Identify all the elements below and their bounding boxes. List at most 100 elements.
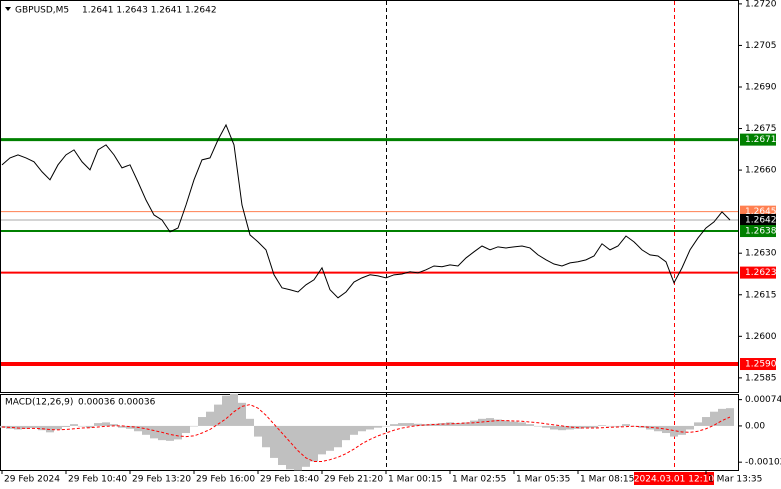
macd-bar [302, 425, 310, 467]
macd-bar [670, 425, 678, 437]
macd-bar [62, 425, 70, 427]
y-tick-label: 1.2600 [745, 332, 777, 342]
macd-bar [310, 425, 318, 462]
macd-bar [358, 425, 366, 432]
macd-bar [390, 424, 398, 426]
macd-bar [102, 422, 110, 426]
macd-bar [182, 425, 190, 434]
macd-bar [502, 420, 510, 426]
macd-bar [558, 425, 566, 431]
level-label: 1.2645 [745, 207, 777, 217]
macd-bar [94, 423, 102, 426]
level-label-bg [740, 266, 776, 279]
macd-bar [110, 424, 118, 426]
macd-bar [118, 425, 126, 428]
macd-bar [286, 425, 294, 470]
macd-bar [462, 422, 470, 426]
macd-bar [54, 425, 62, 430]
level-label-bg [740, 225, 776, 238]
macd-bar [342, 425, 350, 441]
x-tick-label: 1 Mar 08:15 [580, 475, 634, 485]
cursor-label-bg [634, 472, 714, 485]
macd-bar [694, 422, 702, 426]
symbol: GBPUSD,M5 [15, 6, 69, 16]
macd-bar [622, 424, 630, 426]
x-tick-label: 2024.03.01 12:10 [634, 475, 715, 485]
macd-bar [614, 425, 622, 427]
macd-bar [198, 417, 206, 426]
level-label: 1.2642 [745, 215, 777, 225]
x-tick-label: 29 Feb 2024 [4, 475, 60, 485]
macd-bar [294, 425, 302, 471]
macd-bar [86, 425, 94, 428]
macd-bar [374, 425, 382, 428]
signal-line [1, 404, 731, 462]
macd-bar [22, 425, 30, 429]
macd-bar [70, 424, 78, 426]
macd-bar [382, 425, 390, 427]
level-label-bg [740, 213, 776, 226]
macd-bar [318, 425, 326, 455]
macd-bar [486, 418, 494, 426]
level-label: 1.2623 [745, 268, 777, 278]
x-tick-label: 29 Feb 16:00 [196, 475, 255, 485]
macd-bar [550, 425, 558, 430]
macd-title: MACD(12,26,9) [5, 398, 73, 408]
level-label: 1.2671 [745, 135, 777, 145]
y-tick-label: 1.2720 [745, 0, 777, 9]
y-tick-label: 0.00 [745, 421, 765, 431]
macd-bar [78, 425, 86, 427]
macd-bar [246, 418, 254, 426]
main-panel [0, 0, 739, 393]
macd-bar [678, 425, 686, 435]
macd-bar [334, 425, 342, 448]
macd-bar [630, 425, 638, 427]
macd-bar [214, 404, 222, 426]
level-label: 1.2638 [745, 227, 777, 237]
macd-bar [270, 425, 278, 458]
macd-bar [366, 425, 374, 430]
macd-bar [518, 422, 526, 426]
macd-bar [142, 425, 150, 435]
level-label: 1.2590 [745, 360, 777, 370]
macd-bar [542, 425, 550, 428]
macd-bar [406, 423, 414, 426]
x-tick-label: 29 Feb 10:40 [68, 475, 127, 485]
macd-bar [6, 425, 14, 429]
y-tick-label: 0.00074 [745, 395, 781, 405]
macd-bar [230, 393, 238, 426]
y-tick-label: 1.2660 [745, 166, 777, 176]
macd-bar [582, 425, 590, 429]
macd-bar [598, 425, 606, 426]
macd-bar [654, 425, 662, 432]
macd-bar [414, 423, 422, 426]
macd-bar [686, 425, 694, 430]
macd-bar [526, 424, 534, 426]
macd-bar [206, 411, 214, 426]
macd-bar [398, 423, 406, 426]
y-tick-label: 1.2690 [745, 82, 777, 92]
macd-bar [254, 425, 262, 437]
x-tick-label: 1 Mar 13:35 [708, 475, 762, 485]
macd-bar [534, 425, 542, 427]
y-tick-label: -0.00102 [745, 458, 781, 468]
macd-bar [566, 425, 574, 430]
macd-bar [646, 425, 654, 430]
macd-bar [326, 425, 334, 451]
macd-bar [590, 425, 598, 428]
macd-bar [158, 425, 166, 441]
macd-bar [350, 425, 358, 435]
macd-bar [150, 425, 158, 439]
macd-bar [38, 425, 46, 431]
macd-bar [710, 411, 718, 426]
macd-bar [222, 395, 230, 426]
y-tick-label: 1.2585 [745, 373, 777, 383]
y-tick-label: 1.2615 [745, 290, 777, 300]
macd-bar [46, 425, 54, 433]
y-tick-label: 1.2675 [745, 124, 777, 134]
macd-bar [262, 425, 270, 448]
macd-bar [278, 425, 286, 466]
macd-bar [190, 425, 198, 427]
x-tick-label: 29 Feb 18:40 [260, 475, 319, 485]
